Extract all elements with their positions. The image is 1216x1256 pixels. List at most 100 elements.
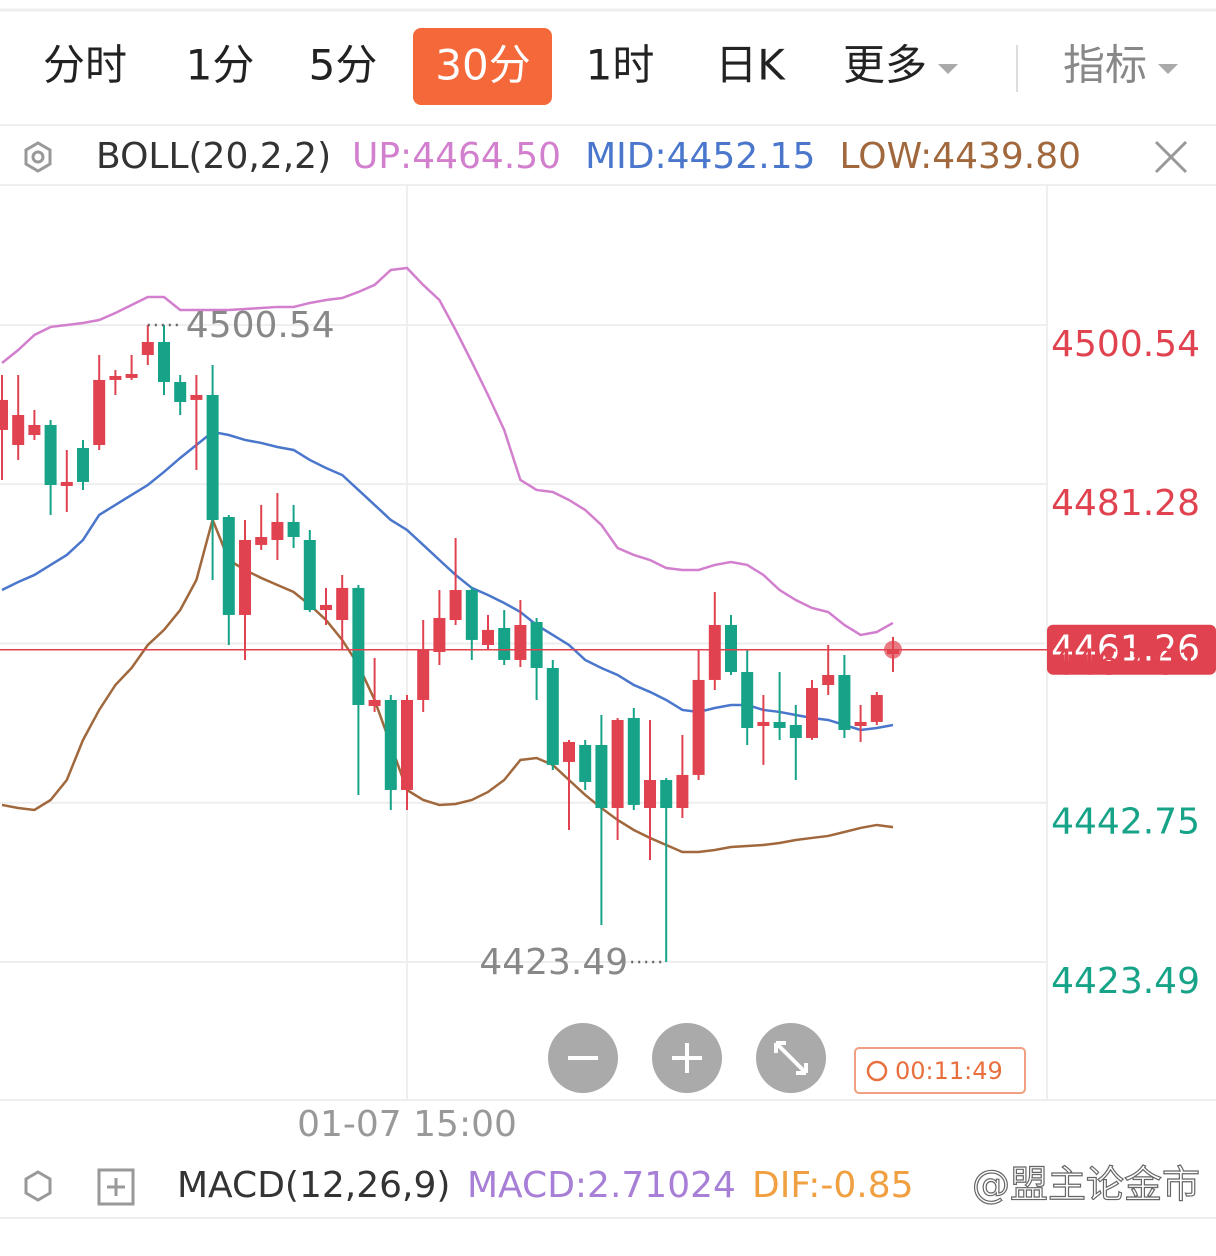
candle-body [384, 699, 397, 790]
candle-body [222, 517, 235, 615]
candle-body [806, 687, 818, 738]
tab[interactable]: 1时 [586, 41, 655, 90]
settings-icon[interactable] [24, 141, 52, 173]
active-tab-bg [413, 28, 552, 105]
tab[interactable]: 5分 [309, 41, 378, 90]
candle-body [563, 741, 575, 762]
candle-body [773, 721, 786, 728]
legend-entry: LOW:4439.80 [839, 136, 1081, 177]
dif-value: DIF:-0.85 [752, 1165, 914, 1206]
countdown-box [854, 1047, 1026, 1094]
plot [0, 185, 1047, 1100]
macd-add-plus [107, 1178, 125, 1196]
band-line [1, 266, 894, 637]
band-line [1, 430, 894, 732]
candle-body [368, 699, 381, 706]
candle-body [320, 604, 332, 611]
last-price-dot [884, 640, 902, 659]
zoom-out[interactable] [548, 1023, 618, 1093]
candle-body [77, 447, 89, 482]
zoom-in[interactable] [652, 1023, 722, 1093]
overlay: 4461.26 4500.54 4423.49 [147, 305, 1216, 983]
candle-body [125, 373, 138, 378]
candle-body [28, 424, 41, 435]
candle-body [498, 627, 511, 660]
candle-body [239, 539, 251, 615]
macd-settings[interactable] [24, 1170, 52, 1202]
candle-body [12, 414, 25, 445]
candle-body [206, 394, 219, 520]
tab[interactable]: 分时 [43, 41, 127, 90]
watermark: @盟主论金市 [972, 1163, 1200, 1207]
dropdown-arrow [938, 64, 958, 74]
band-line [1, 515, 894, 854]
legend-entry: UP:4464.50 [352, 136, 561, 177]
last-price-label: 4461.26 [1051, 629, 1200, 670]
macd-add[interactable] [97, 1168, 135, 1206]
candle-body [0, 399, 8, 430]
candle-body [482, 629, 494, 645]
y-tick-label: 4500.54 [1051, 324, 1200, 365]
candle-body [789, 725, 802, 738]
candle-body [757, 721, 770, 726]
indicator-name: BOLL(20,2,2) [96, 136, 331, 177]
tab[interactable]: 30分 [435, 41, 530, 90]
tab[interactable]: 日K [715, 41, 786, 90]
y-tick-label: 4462.01 [1051, 642, 1200, 683]
candle-body [660, 779, 673, 809]
candle-body [708, 624, 721, 680]
candle-body [514, 624, 527, 660]
low-marker: 4423.49 [479, 942, 628, 983]
candle-body [838, 674, 851, 730]
candle-body [93, 379, 106, 445]
tab[interactable]: 指标 [1063, 41, 1147, 90]
candle-body [692, 679, 705, 775]
candle-body [725, 624, 737, 673]
candle-body [627, 717, 640, 805]
candle-body [546, 667, 559, 765]
candle-body [271, 521, 284, 540]
high-marker: 4500.54 [186, 305, 335, 346]
dropdown-arrow [1158, 64, 1178, 74]
fullscreen[interactable] [756, 1023, 826, 1093]
close-button[interactable] [1154, 140, 1188, 174]
candle-body [465, 590, 478, 640]
legend-entry: MID:4452.15 [585, 136, 815, 177]
macd-title: MACD(12,26,9) [177, 1165, 450, 1206]
candle-body [449, 590, 462, 621]
candle-body [352, 587, 365, 705]
y-tick-label: 4423.49 [1051, 961, 1200, 1002]
candle-body [60, 481, 73, 487]
candle-body [611, 719, 624, 809]
candle-body [417, 649, 430, 700]
candle-body [255, 537, 268, 545]
candle-body [336, 587, 349, 621]
candle-body [433, 617, 446, 653]
last-price-badge [1047, 624, 1216, 675]
candle-body [174, 382, 187, 403]
countdown: 00:11:49 [895, 1057, 1003, 1085]
candle-body [822, 674, 835, 685]
y-tick-label: 4481.28 [1051, 483, 1200, 524]
candle-body [44, 424, 57, 486]
candle-body [287, 521, 300, 538]
y-tick-label: 4442.75 [1051, 802, 1200, 843]
tab[interactable]: 更多 [843, 41, 927, 90]
candle-body [303, 539, 316, 611]
candle-body [595, 745, 608, 809]
clock-icon [866, 1060, 888, 1082]
tab[interactable]: 1分 [186, 41, 255, 90]
candle-body [579, 745, 592, 782]
candle-body [854, 721, 867, 726]
candle-body [676, 774, 689, 809]
candle-body [109, 375, 122, 380]
macd-value: MACD:2.71024 [467, 1165, 736, 1206]
candle-body [401, 699, 413, 790]
candle-body [870, 694, 883, 722]
candle-body [530, 621, 543, 668]
candle-body [190, 394, 203, 400]
candle-body [741, 672, 754, 728]
candle-body [158, 341, 170, 383]
candle-body [644, 779, 656, 809]
